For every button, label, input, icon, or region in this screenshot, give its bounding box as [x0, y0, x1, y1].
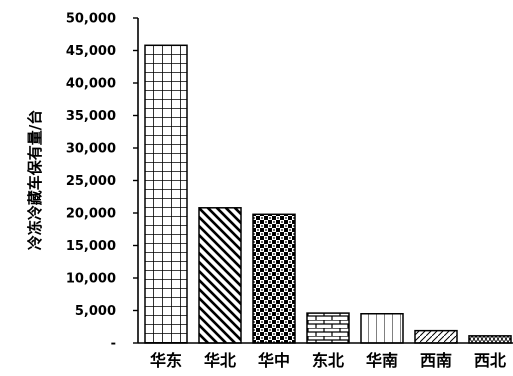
bar-1: [198, 207, 242, 344]
axes-layer: 华东 华北 华中 东北 华南 西南 西北 - 5,000 10,000 15,000 20,000 25…: [26, 12, 513, 370]
bars-layer: [144, 44, 512, 344]
x-tick-label-1: 华北: [204, 351, 236, 370]
y-tick-label-7: 35,000: [66, 109, 116, 124]
bar-0: [144, 44, 188, 344]
y-tick-label-2: 10,000: [66, 272, 116, 287]
y-tick-label-1: 5,000: [75, 304, 116, 319]
bar-5: [414, 329, 458, 344]
x-tick-label-2: 华中: [258, 351, 290, 370]
bar-3: [306, 312, 350, 344]
bar-6: [468, 335, 512, 344]
y-tick-label-0: -: [111, 337, 116, 352]
y-tick-label-8: 40,000: [66, 77, 116, 92]
bar-4: [360, 313, 404, 344]
y-tick-label-6: 30,000: [66, 142, 116, 157]
x-tick-label-5: 西南: [420, 351, 452, 370]
x-tick-label-0: 华东: [150, 351, 182, 370]
bar-2: [252, 213, 296, 344]
y-axis-title: 冷冻冷藏车保有量/台: [26, 110, 44, 250]
x-tick-label-4: 华南: [366, 351, 398, 370]
y-tick-label-9: 45,000: [66, 44, 116, 59]
x-tick-label-6: 西北: [474, 351, 506, 370]
y-tick-label-10: 50,000: [66, 12, 116, 27]
y-tick-label-4: 20,000: [66, 207, 116, 222]
y-tick-label-3: 15,000: [66, 239, 116, 254]
y-tick-label-5: 25,000: [66, 174, 116, 189]
x-tick-label-3: 东北: [312, 351, 344, 370]
